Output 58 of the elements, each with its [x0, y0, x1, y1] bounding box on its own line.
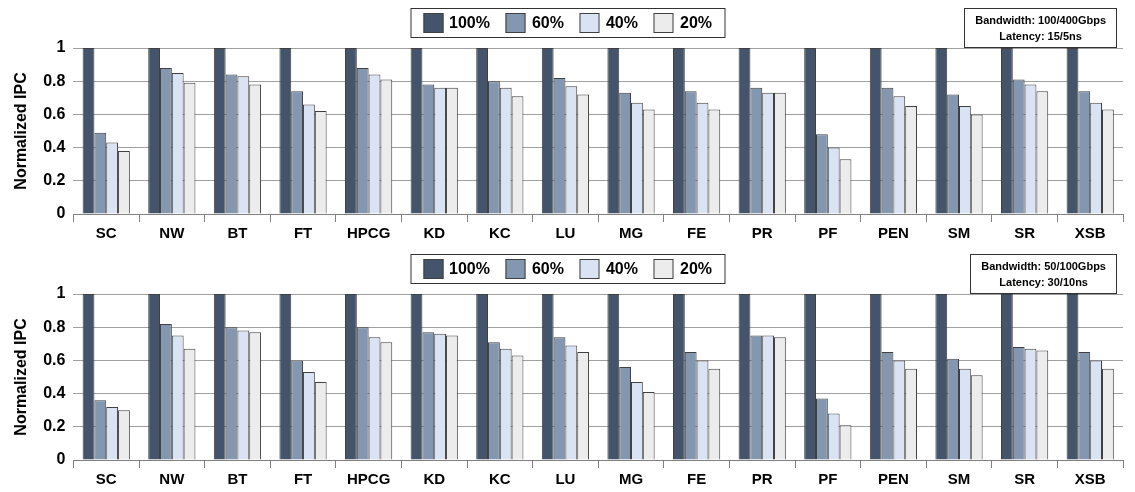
y-tick-label: 0.6 [43, 350, 66, 368]
y-axis-title: Normalized IPC [12, 317, 30, 436]
y-tick-label: 0 [56, 204, 66, 222]
legend-label: 20% [679, 14, 713, 32]
y-tick-label: 0.8 [43, 317, 66, 335]
x-tick-label: LU [555, 224, 576, 242]
y-tick-label: 0.6 [43, 104, 66, 122]
y-tick-label: 0.4 [43, 384, 66, 402]
y-tick-label: 0.2 [43, 417, 66, 435]
x-tick-label: PF [818, 224, 838, 242]
x-tick-label: XSB [1074, 470, 1106, 488]
x-tick-label: FE [687, 470, 707, 488]
x-tick-label: KD [423, 224, 446, 242]
text: Bandwidth: 50/100Gbps [981, 259, 1106, 274]
x-tick-label: NW [159, 470, 186, 488]
y-tick-label: 1 [56, 284, 66, 302]
legend-label: 20% [679, 260, 713, 278]
x-tick-label: FT [293, 224, 313, 242]
legend-label: 40% [605, 14, 638, 32]
x-tick-label: KD [423, 470, 446, 488]
x-tick-label: XSB [1074, 224, 1106, 242]
text: Latency: 30/10ns [998, 275, 1089, 290]
y-axis-title: Normalized IPC [12, 71, 30, 190]
y-tick-label: 1 [56, 38, 66, 56]
x-tick-label: PR [751, 224, 773, 242]
x-tick-label: KC [488, 470, 511, 488]
y-tick-label: 0.8 [43, 71, 66, 89]
x-tick-label: KC [488, 224, 511, 242]
x-tick-label: NW [159, 224, 186, 242]
y-tick-label: 0.2 [43, 171, 66, 189]
legend-label: 100% [448, 260, 490, 278]
y-tick-label: 0 [56, 450, 66, 468]
x-tick-label: SC [95, 470, 117, 488]
text: Latency: 15/5ns [998, 29, 1083, 44]
x-tick-label: SR [1014, 470, 1036, 488]
x-tick-label: PEN [877, 224, 909, 242]
x-tick-label: BT [227, 470, 248, 488]
x-tick-label: PEN [877, 470, 909, 488]
x-tick-label: LU [555, 470, 576, 488]
text: Bandwidth: 100/400Gbps [975, 13, 1106, 28]
x-tick-label: HPCG [346, 470, 391, 488]
x-tick-label: HPCG [346, 224, 391, 242]
legend-label: 100% [448, 14, 490, 32]
x-tick-label: SC [95, 224, 117, 242]
x-tick-label: SR [1014, 224, 1036, 242]
x-tick-label: BT [227, 224, 248, 242]
x-tick-label: FE [687, 224, 707, 242]
x-tick-label: MG [618, 470, 644, 488]
x-tick-label: PF [818, 470, 838, 488]
y-tick-label: 0.4 [43, 138, 66, 156]
legend-label: 60% [531, 260, 564, 278]
x-tick-label: SM [947, 470, 971, 488]
legend-label: 40% [605, 260, 638, 278]
legend-label: 60% [531, 14, 564, 32]
x-tick-label: PR [751, 470, 773, 488]
x-tick-label: MG [618, 224, 644, 242]
x-tick-label: SM [947, 224, 971, 242]
x-tick-label: FT [293, 470, 313, 488]
